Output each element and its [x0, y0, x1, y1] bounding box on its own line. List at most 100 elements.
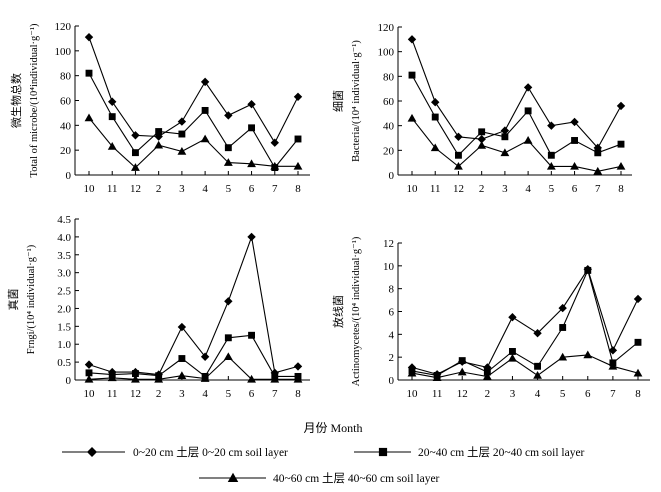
x-tick-label: 8	[635, 388, 641, 400]
y-axis-title-en: Bacteria/(10⁴ individual·g⁻¹)	[351, 40, 362, 162]
data-point-square	[617, 140, 625, 148]
x-tick-label: 10	[84, 388, 96, 400]
series-diamond	[84, 32, 303, 147]
data-point-square	[201, 106, 209, 114]
y-tick-label: 2.5	[57, 286, 71, 298]
y-tick-label: 100	[55, 46, 72, 58]
y-tick-label: 20	[60, 145, 72, 157]
series-line	[88, 334, 298, 378]
series-line	[88, 117, 298, 169]
data-point-triangle	[500, 148, 510, 157]
data-point-diamond	[293, 362, 303, 371]
data-point-square	[85, 69, 93, 77]
data-point-diamond	[200, 77, 210, 87]
data-point-triangle	[454, 161, 463, 170]
y-tick-label: 0	[66, 375, 72, 387]
x-tick-label: 4	[202, 183, 208, 195]
data-point-square	[509, 348, 516, 355]
data-point-diamond	[508, 313, 517, 322]
legend-item: 0~20 cm 土层 0~20 cm soil layer	[62, 446, 288, 459]
x-tick-label: 12	[130, 183, 141, 195]
y-tick-label: 3.0	[57, 268, 71, 280]
data-point-square	[534, 362, 541, 370]
legend-marker-diamond	[87, 447, 97, 457]
data-point-triangle	[457, 367, 467, 376]
data-point-square	[524, 107, 532, 115]
data-point-square	[478, 128, 486, 136]
data-point-triangle	[154, 374, 164, 383]
data-point-triangle	[200, 134, 210, 143]
data-point-triangle	[508, 353, 517, 362]
data-point-square	[108, 113, 116, 121]
x-tick-label: 6	[249, 183, 255, 195]
x-tick-label: 8	[295, 388, 301, 400]
data-point-triangle	[546, 161, 556, 170]
data-point-triangle	[407, 368, 417, 377]
chart-panel-2: 0 20 40 60 80 100 120 10 11 12 2 3 4 5 6 7 8 细菌 Bacteria/(…	[332, 22, 632, 195]
y-tick-label: 6	[389, 307, 395, 319]
y-tick-label: 12	[383, 238, 394, 250]
y-tick-label: 2.0	[57, 303, 71, 315]
data-point-diamond	[177, 117, 187, 126]
data-point-triangle	[131, 374, 140, 383]
x-tick-label: 10	[84, 183, 96, 195]
series-diamond	[84, 232, 303, 379]
y-tick-label: 4.5	[57, 214, 71, 226]
legend-label: 0~20 cm 土层 0~20 cm soil layer	[133, 446, 288, 459]
x-tick-label: 5	[560, 388, 566, 400]
y-axis-title-cn: 真菌	[6, 289, 20, 311]
data-point-triangle	[293, 374, 303, 383]
y-tick-label: 20	[383, 145, 395, 157]
data-point-square	[408, 71, 416, 79]
x-tick-label: 11	[107, 388, 118, 400]
data-point-square	[132, 370, 139, 378]
data-point-square	[584, 266, 592, 274]
x-tick-label: 3	[179, 388, 185, 400]
x-tick-label: 6	[572, 183, 578, 195]
x-tick-label: 4	[202, 388, 208, 400]
data-point-triangle	[407, 113, 417, 122]
x-tick-label: 6	[585, 388, 591, 400]
legend-marker-square	[378, 447, 388, 457]
data-point-diamond	[270, 138, 279, 147]
data-point-triangle	[84, 113, 94, 122]
data-point-square	[634, 338, 642, 346]
data-point-diamond	[500, 126, 510, 135]
data-point-triangle	[633, 368, 643, 377]
x-tick-label: 5	[549, 183, 555, 195]
series-line	[411, 354, 639, 379]
y-tick-label: 80	[383, 71, 395, 83]
chart-panel-4: 0 2 4 6 8 10 12 10 11 12 2 3 4 5 6 7 8 放线菌 Actinomycetes/(…	[331, 236, 650, 400]
data-point-square	[224, 334, 232, 342]
y-tick-label: 0.5	[57, 357, 71, 369]
data-point-square	[431, 113, 439, 121]
data-point-triangle	[482, 372, 492, 380]
series-square	[408, 266, 642, 379]
data-point-square	[547, 151, 555, 159]
data-point-square	[85, 369, 93, 377]
data-point-triangle	[107, 142, 117, 150]
x-tick-label: 3	[179, 183, 185, 195]
y-axis-title-cn: 放线菌	[331, 295, 345, 328]
data-point-square	[571, 137, 578, 144]
y-tick-label: 60	[60, 96, 72, 108]
y-tick-label: 120	[378, 22, 395, 34]
data-point-diamond	[533, 328, 542, 338]
data-point-triangle	[533, 371, 542, 379]
data-point-square	[458, 357, 466, 365]
data-point-square	[178, 355, 186, 362]
x-tick-label: 3	[502, 183, 508, 195]
series-line	[88, 234, 299, 376]
data-point-triangle	[223, 352, 233, 361]
data-point-triangle	[107, 373, 117, 382]
x-tick-label: 2	[485, 388, 491, 400]
data-point-triangle	[558, 352, 568, 361]
x-tick-label: 2	[479, 183, 485, 195]
data-point-triangle	[154, 140, 164, 149]
legend-item: 40~60 cm 土层 40~60 cm soil layer	[199, 472, 440, 485]
x-tick-label: 11	[432, 388, 443, 400]
series-line	[411, 268, 639, 376]
x-tick-label: 2	[156, 183, 162, 195]
data-point-square	[501, 133, 509, 141]
